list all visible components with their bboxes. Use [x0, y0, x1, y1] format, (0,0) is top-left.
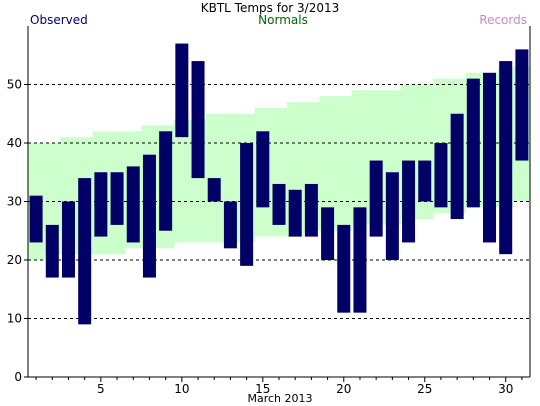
observed-bar-day-4 [78, 178, 92, 325]
observed-bar-day-21 [353, 207, 367, 313]
observed-bar-day-12 [207, 178, 221, 202]
normal-range-day-20 [335, 96, 353, 231]
observed-bar-day-25 [418, 160, 432, 202]
y-tick-label-40: 40 [7, 136, 22, 150]
y-tick-label-20: 20 [7, 253, 22, 267]
observed-bar-day-6 [110, 172, 124, 225]
observed-bar-day-3 [61, 201, 75, 278]
observed-bar-day-8 [142, 154, 156, 278]
observed-bar-day-2 [45, 224, 59, 278]
legend-records: Records [479, 13, 527, 27]
observed-bar-day-9 [159, 131, 173, 231]
x-axis-label: March 2013 [247, 392, 312, 405]
axes [24, 26, 531, 382]
observed-bar-day-10 [175, 43, 189, 138]
observed-bar-day-30 [499, 61, 513, 255]
x-tick-label-10: 10 [174, 382, 189, 396]
observed-bar-day-15 [256, 131, 270, 208]
observed-bar-day-19 [321, 207, 335, 260]
normal-range-day-21 [351, 90, 369, 225]
observed-bar-day-18 [304, 183, 318, 237]
observed-bar-day-20 [337, 224, 351, 313]
normal-range-day-10 [173, 119, 191, 243]
observed-bar-day-16 [272, 183, 286, 225]
observed-bar-day-5 [94, 172, 108, 237]
observed-bar-day-26 [434, 143, 448, 208]
chart-title: KBTL Temps for 3/2013 [201, 1, 340, 15]
tick-labels: 0 10 20 30 40 50 5 10 15 20 25 30 [7, 78, 514, 397]
y-tick-label-0: 0 [14, 370, 22, 384]
observed-bar-day-31 [515, 49, 529, 161]
x-tick-label-5: 5 [97, 382, 105, 396]
legend-normals: Normals [258, 13, 308, 27]
y-tick-label-30: 30 [7, 195, 22, 209]
x-tick-label-20: 20 [336, 382, 351, 396]
observed-bar-day-7 [126, 166, 140, 243]
y-tick-label-50: 50 [7, 78, 22, 92]
y-tick-label-10: 10 [7, 312, 22, 326]
legend-observed: Observed [30, 13, 88, 27]
observed-bar-day-23 [385, 172, 399, 260]
x-tick-label-25: 25 [417, 382, 432, 396]
observed-bar-day-11 [191, 61, 205, 179]
observed-bar-day-1 [29, 195, 43, 243]
observed-bar-day-13 [223, 201, 237, 249]
normal-range-day-19 [319, 96, 337, 231]
observed-bar-day-14 [240, 143, 254, 266]
observed-bar-day-29 [483, 72, 497, 243]
observed-bar-day-24 [402, 160, 416, 243]
x-tick-label-15: 15 [255, 382, 270, 396]
observed-bar-day-27 [450, 113, 464, 220]
observed-bar-day-28 [466, 78, 480, 208]
x-tick-label-30: 30 [498, 382, 513, 396]
observed-bar-day-22 [369, 160, 383, 237]
observed-bar-day-17 [288, 189, 302, 237]
observed-bars [29, 43, 529, 325]
